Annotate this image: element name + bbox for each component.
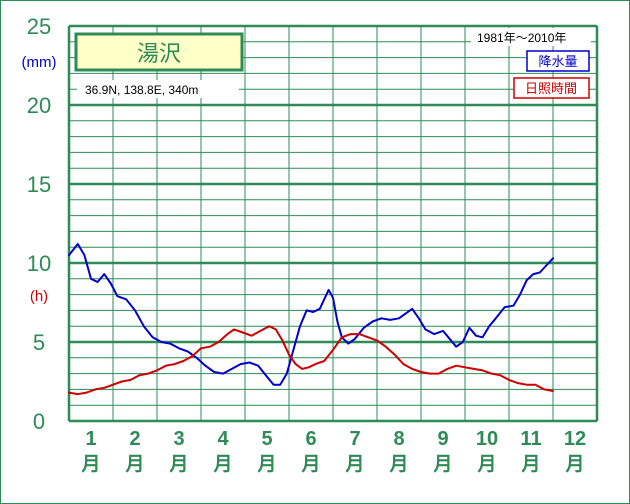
period-box bbox=[471, 28, 591, 46]
y-tick-label: 20 bbox=[27, 93, 51, 118]
x-tick-suffix: 月 bbox=[388, 453, 408, 475]
legend-precipitation-label: 降水量 bbox=[538, 55, 577, 70]
y-tick-label: 10 bbox=[27, 251, 51, 276]
x-tick-label: 1 bbox=[85, 428, 96, 450]
station-box bbox=[74, 32, 244, 72]
x-tick-suffix: 月 bbox=[256, 453, 276, 475]
grid bbox=[67, 24, 599, 423]
y-tick-label: 0 bbox=[33, 409, 45, 434]
y-tick-label: 5 bbox=[33, 330, 45, 355]
x-tick-suffix: 月 bbox=[344, 453, 364, 475]
x-tick-label: 4 bbox=[217, 428, 229, 450]
x-tick-label: 11 bbox=[520, 428, 541, 450]
legend-precipitation bbox=[526, 50, 590, 72]
x-tick-label: 12 bbox=[564, 428, 586, 450]
y-axis: 0 5 10 15 20 25 bbox=[27, 14, 51, 434]
x-tick-suffix: 月 bbox=[212, 453, 232, 475]
series-lines bbox=[68, 243, 554, 396]
x-tick-suffix: 月 bbox=[476, 453, 496, 475]
x-tick-label: 7 bbox=[349, 428, 360, 450]
x-tick-label: 5 bbox=[261, 428, 272, 450]
station-location: 36.9N, 138.8E, 340m bbox=[85, 83, 198, 97]
x-tick-label: 8 bbox=[393, 428, 404, 450]
location-box bbox=[77, 80, 239, 98]
x-tick-label: 2 bbox=[129, 428, 140, 450]
x-tick-label: 3 bbox=[173, 428, 184, 450]
x-tick-suffix: 月 bbox=[564, 453, 584, 475]
x-tick-suffix: 月 bbox=[520, 453, 540, 475]
x-tick-suffix: 月 bbox=[300, 453, 320, 475]
x-tick-suffix: 月 bbox=[432, 453, 452, 475]
x-tick-label: 6 bbox=[305, 428, 316, 450]
y-unit-mm: (mm) bbox=[22, 54, 57, 71]
x-tick-suffix: 月 bbox=[80, 453, 100, 475]
series-line-sunshine bbox=[68, 325, 554, 396]
x-tick-suffix: 月 bbox=[168, 453, 188, 475]
x-tick-label: 10 bbox=[476, 428, 498, 450]
y-unit-h: (h) bbox=[30, 288, 48, 305]
x-tick-suffix: 月 bbox=[124, 453, 144, 475]
x-axis: 1 月 2 月 3 月 4 月 5 月 6 月 7 月 8 月 9 月 10 月 11 月 12 月 bbox=[80, 428, 586, 475]
series-line-precipitation bbox=[68, 243, 554, 386]
period-label: 1981年〜2010年 bbox=[477, 31, 566, 45]
y-tick-label: 15 bbox=[27, 172, 51, 197]
legend-sunshine bbox=[513, 77, 590, 99]
station-name: 湯沢 bbox=[137, 42, 181, 67]
x-tick-label: 9 bbox=[437, 428, 448, 450]
legend-sunshine-label: 日照時間 bbox=[525, 82, 577, 97]
y-tick-label: 25 bbox=[27, 14, 51, 39]
